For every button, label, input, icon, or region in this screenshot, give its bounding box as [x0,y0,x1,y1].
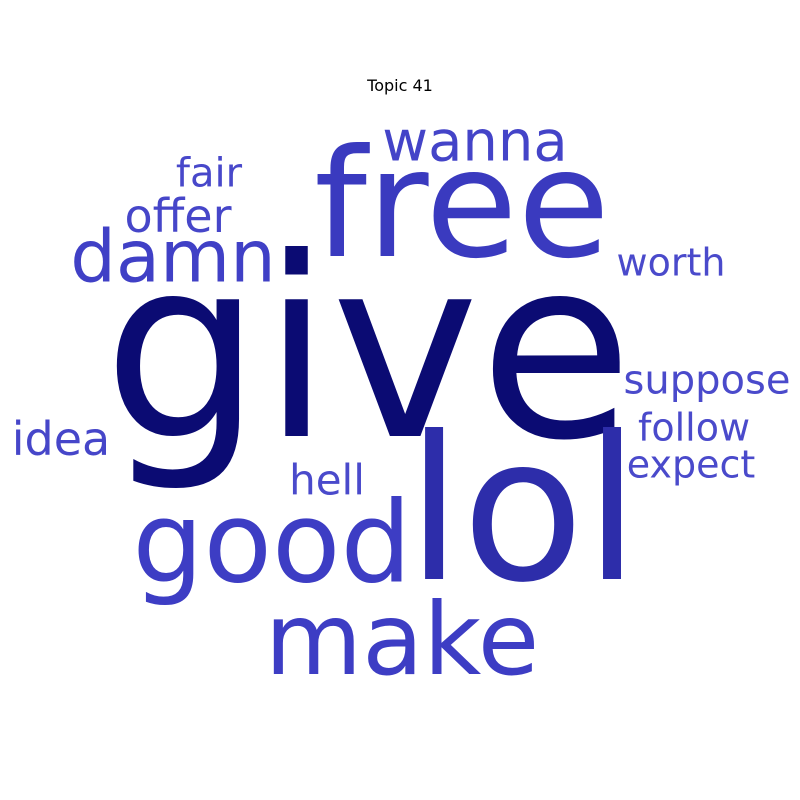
word-damn: damn [70,214,276,299]
word-follow: follow [637,405,751,450]
word-free: free [314,118,610,292]
word-wanna: wanna [382,109,568,175]
word-suppose: suppose [623,357,791,404]
word-worth: worth [616,240,726,285]
word-lol: lol [406,394,640,627]
word-good: good [132,478,412,609]
word-give: give [103,204,633,495]
word-idea: idea [11,412,111,467]
chart-title: Topic 41 [367,76,433,95]
word-fair: fair [175,150,243,197]
word-hell: hell [289,455,365,505]
word-expect: expect [626,442,756,487]
word-offer: offer [124,189,232,244]
word-make: make [264,581,540,698]
